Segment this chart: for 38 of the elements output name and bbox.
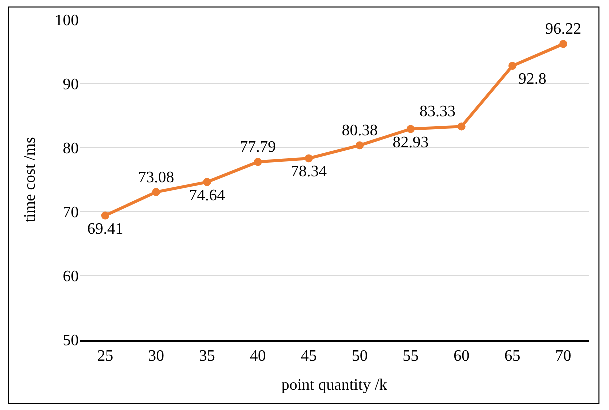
x-tick-label: 65 [504,348,521,365]
y-tick-label: 60 [63,268,79,286]
y-tick-label: 50 [63,332,79,350]
x-tick-label: 60 [454,348,470,365]
data-label: 82.93 [392,134,429,152]
x-tick-label: 50 [352,348,368,365]
x-tick-label: 45 [301,348,318,365]
data-label: 78.34 [291,164,328,181]
x-tick-label: 55 [402,348,419,365]
point [356,142,364,150]
point [560,40,568,48]
point [508,62,517,70]
data-label: 73.08 [138,169,174,186]
point [152,188,160,196]
y-tick-label: 70 [63,204,79,222]
data-label: 83.33 [420,104,456,121]
data-label: 74.64 [189,187,226,204]
point [254,158,262,166]
y-tick-label: 80 [63,140,79,158]
point [458,122,466,131]
y-tick-label: 100 [55,12,79,30]
point [203,178,212,186]
x-tick-label: 35 [199,348,216,365]
y-tick-label: 90 [63,76,79,94]
data-label: 92.8 [518,71,547,88]
point [406,125,415,134]
y-axis-title: time cost /ms [22,137,39,223]
x-tick-label: 70 [556,348,572,365]
data-label: 69.41 [87,220,124,238]
point [305,154,314,163]
x-tick-label: 25 [97,348,114,365]
x-tick-label: 40 [250,348,266,365]
x-axis-title: point quantity /k [282,377,388,394]
data-label: 96.22 [546,21,582,38]
x-tick-label: 30 [148,348,164,365]
data-label: 80.38 [342,122,378,140]
point [101,212,110,220]
data-label: 77.79 [240,139,276,156]
